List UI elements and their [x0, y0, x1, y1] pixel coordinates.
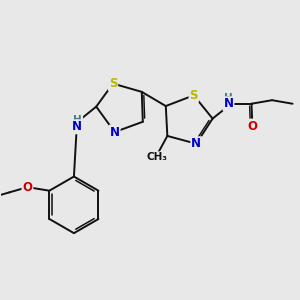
Text: O: O: [22, 181, 32, 194]
Text: S: S: [190, 89, 198, 102]
Text: CH₃: CH₃: [146, 152, 167, 162]
Text: N: N: [110, 125, 120, 139]
Text: O: O: [247, 119, 257, 133]
Text: N: N: [224, 97, 233, 110]
Text: N: N: [191, 137, 201, 150]
Text: S: S: [109, 77, 117, 90]
Text: H: H: [224, 93, 233, 103]
Text: H: H: [74, 115, 82, 125]
Text: N: N: [72, 120, 82, 133]
